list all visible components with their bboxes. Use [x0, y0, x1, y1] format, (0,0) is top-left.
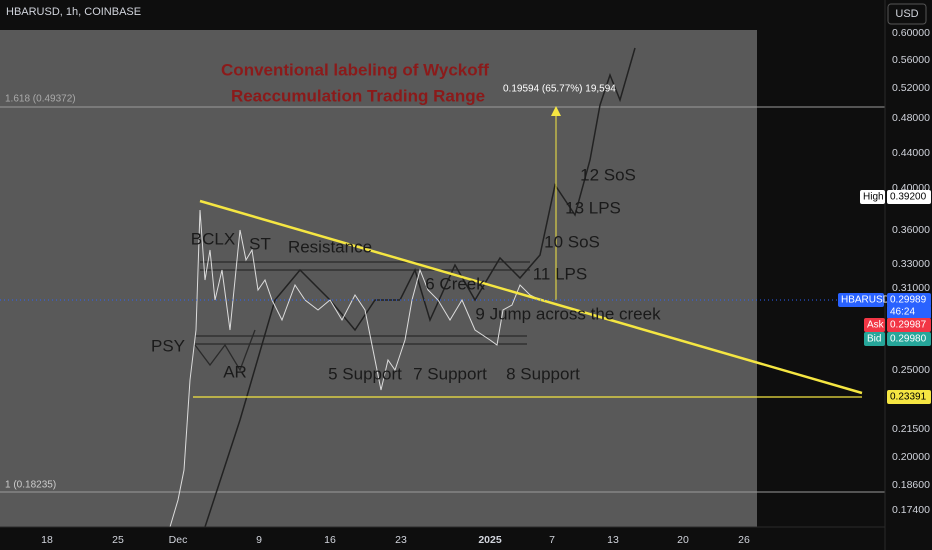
- price-label: 0.17400: [892, 504, 930, 516]
- wyckoff-label: 7 Support: [413, 364, 487, 383]
- time-label: 13: [607, 534, 619, 546]
- time-label: 2025: [478, 534, 502, 546]
- time-label: 26: [738, 534, 750, 546]
- ask-price-box: [887, 318, 931, 332]
- time-label: 23: [395, 534, 407, 546]
- ask-label: Ask: [867, 320, 885, 331]
- wyckoff-label: 8 Support: [506, 364, 580, 383]
- level-price-box: [887, 390, 931, 404]
- time-label: 25: [112, 534, 124, 546]
- wyckoff-label: 10 SoS: [544, 232, 600, 251]
- title: Reaccumulation Trading Range: [231, 86, 485, 105]
- currency-button[interactable]: [887, 3, 927, 25]
- time-label: 9: [256, 534, 262, 546]
- wyckoff-label: BCLX: [191, 229, 235, 248]
- psy-lines: [194, 329, 256, 372]
- wyckoff-label: PSY: [151, 336, 185, 355]
- price-label: 0.20000: [892, 451, 930, 463]
- fib-label: 1.618 (0.49372): [5, 94, 76, 105]
- price-label: 0.18600: [892, 479, 930, 491]
- wyckoff-schematic: [204, 47, 636, 528]
- wyckoff-label: 6 Creek: [425, 274, 485, 293]
- symbol-tag: HBARUSD: [841, 295, 890, 306]
- time-label: 7: [549, 534, 555, 546]
- shaded-zone: [0, 30, 757, 527]
- time-label: 18: [41, 534, 53, 546]
- time-label: 20: [677, 534, 689, 546]
- price-label: 0.44000: [892, 147, 930, 159]
- currency[interactable]: USD: [895, 8, 918, 20]
- high-label-box: [860, 190, 885, 204]
- high-price: 0.39200: [890, 192, 927, 203]
- wyckoff-label: ST: [249, 234, 271, 253]
- bid-label-box: [864, 332, 885, 346]
- countdown-box: [887, 305, 931, 319]
- last-price: 0.29989: [890, 295, 927, 306]
- price-path: [169, 209, 541, 528]
- wyckoff-label: 5 Support: [328, 364, 402, 383]
- time-label: Dec: [169, 534, 188, 546]
- symbol-tag-box: [838, 293, 884, 307]
- measure-label: 0.19594 (65.77%) 19,594: [503, 84, 616, 95]
- wyckoff-label: 9 Jump across the creek: [475, 304, 661, 323]
- wyckoff-label: 13 LPS: [565, 198, 621, 217]
- price-label: 0.56000: [892, 54, 930, 66]
- wyckoff-label: AR: [223, 362, 247, 381]
- arrow-head: [551, 106, 561, 116]
- price-label: 0.52000: [892, 82, 930, 94]
- high-price-box: [887, 190, 931, 204]
- price-label: 0.25000: [892, 364, 930, 376]
- price-label: 0.33000: [892, 258, 930, 270]
- wyckoff-label: Resistance: [288, 237, 372, 256]
- ask-label-box: [864, 318, 885, 332]
- ask-price: 0.29987: [890, 320, 927, 331]
- price-label: 0.48000: [892, 112, 930, 124]
- bid-price-box: [887, 332, 931, 346]
- trend-line: [199, 199, 863, 395]
- price-label: 0.31000: [892, 282, 930, 294]
- time-label: 16: [324, 534, 336, 546]
- last-price-box: [887, 293, 931, 307]
- price-label: 0.60000: [892, 27, 930, 39]
- price-label: 0.36000: [892, 224, 930, 236]
- price-label: 0.21500: [892, 423, 930, 435]
- wyckoff-label: 11 LPS: [533, 264, 588, 283]
- bid-label: Bid: [867, 334, 881, 345]
- wyckoff-label: 12 SoS: [580, 165, 636, 184]
- bid-price: 0.29980: [890, 334, 927, 345]
- level-price: 0.23391: [890, 392, 927, 403]
- countdown: 46:24: [890, 307, 915, 318]
- title: Conventional labeling of Wyckoff: [221, 60, 489, 79]
- fib-label: 1 (0.18235): [5, 480, 56, 491]
- symbol-label: HBARUSD, 1h, COINBASE: [6, 6, 141, 18]
- high-label: High: [863, 192, 884, 203]
